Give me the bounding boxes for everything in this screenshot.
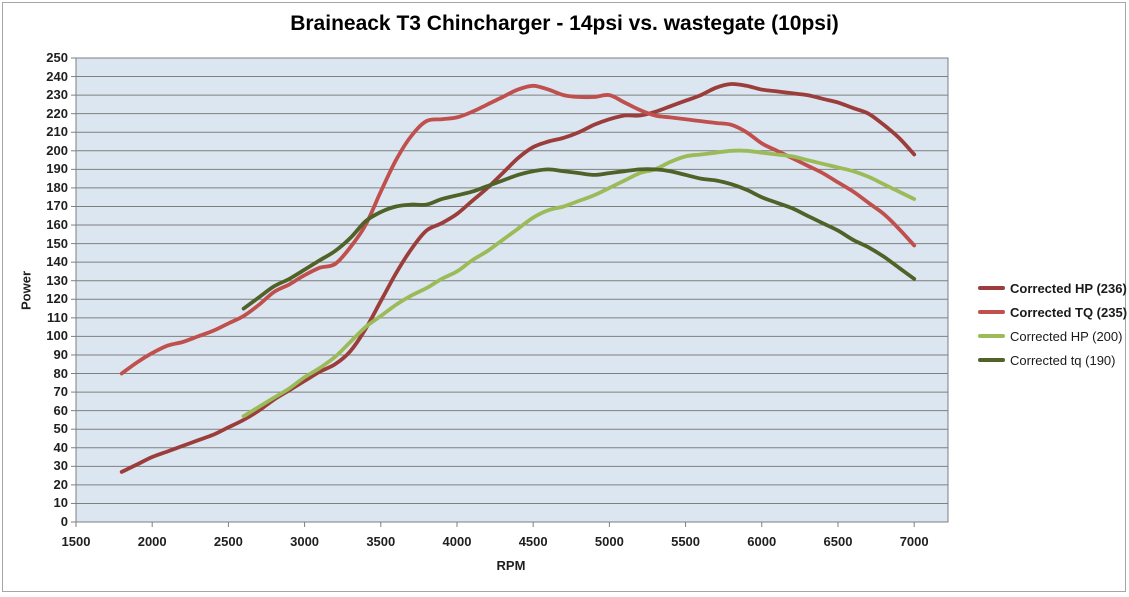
x-tick-label: 3000: [290, 534, 320, 549]
x-tick-label: 6000: [747, 534, 777, 549]
y-tick-label: 140: [46, 254, 68, 270]
y-tick-label: 190: [46, 161, 68, 177]
chart-title: Braineack T3 Chincharger - 14psi vs. was…: [290, 12, 839, 35]
y-tick-label: 100: [46, 328, 68, 344]
x-tick-label: 4500: [518, 534, 548, 549]
x-tick-label: 2500: [213, 534, 243, 549]
y-tick-label: 40: [53, 439, 68, 455]
x-tick-label: 5000: [594, 534, 624, 549]
legend-label: Corrected HP (236): [1010, 280, 1127, 296]
y-tick-label: 50: [53, 421, 68, 437]
x-tick-label: 4000: [442, 534, 472, 549]
y-tick-label: 210: [46, 124, 68, 140]
y-tick-label: 60: [53, 402, 68, 418]
y-tick-label: 130: [46, 272, 68, 288]
y-tick-label: 70: [53, 384, 68, 400]
x-tick-label: 3500: [366, 534, 396, 549]
legend-label: Corrected tq (190): [1010, 352, 1116, 368]
x-tick-label: 6500: [823, 534, 853, 549]
x-tick-label: 7000: [899, 534, 929, 549]
legend-swatch-corrected-hp-236: [978, 286, 1005, 290]
y-tick-label: 90: [53, 346, 68, 362]
legend-label: Corrected HP (200): [1010, 328, 1123, 344]
y-tick-label: 240: [46, 68, 68, 84]
y-axis-title: Power: [18, 271, 34, 311]
chart-legend: Corrected HP (236) Corrected TQ (235) Co…: [978, 276, 1127, 372]
x-tick-label: 5500: [671, 534, 701, 549]
y-tick-label: 30: [53, 458, 68, 474]
legend-item: Corrected HP (200): [978, 324, 1127, 348]
x-tick-label: 2000: [137, 534, 167, 549]
y-tick-label: 20: [53, 476, 68, 492]
y-tick-label: 110: [47, 309, 68, 325]
y-tick-label: 80: [53, 365, 68, 381]
y-tick-label: 220: [46, 105, 68, 121]
y-tick-label: 120: [46, 291, 68, 307]
y-tick-label: 170: [46, 198, 68, 214]
legend-item: Corrected TQ (235): [978, 300, 1127, 324]
x-axis-title: RPM: [496, 558, 526, 573]
legend-swatch-corrected-hp-200: [978, 334, 1005, 338]
y-tick-label: 180: [46, 179, 68, 195]
legend-swatch-corrected-tq-190: [978, 358, 1005, 362]
legend-item: Corrected tq (190): [978, 348, 1127, 372]
legend-item: Corrected HP (236): [978, 276, 1127, 300]
y-tick-label: 0: [60, 514, 68, 529]
y-tick-label: 150: [46, 235, 68, 251]
x-tick-label: 1500: [61, 534, 91, 549]
legend-label: Corrected TQ (235): [1010, 304, 1128, 320]
y-tick-label: 230: [46, 87, 68, 103]
y-tick-label: 160: [46, 217, 68, 233]
legend-swatch-corrected-tq-235: [978, 310, 1005, 314]
y-tick-label: 250: [46, 50, 68, 65]
y-tick-label: 200: [46, 142, 68, 158]
y-tick-label: 10: [53, 495, 68, 511]
